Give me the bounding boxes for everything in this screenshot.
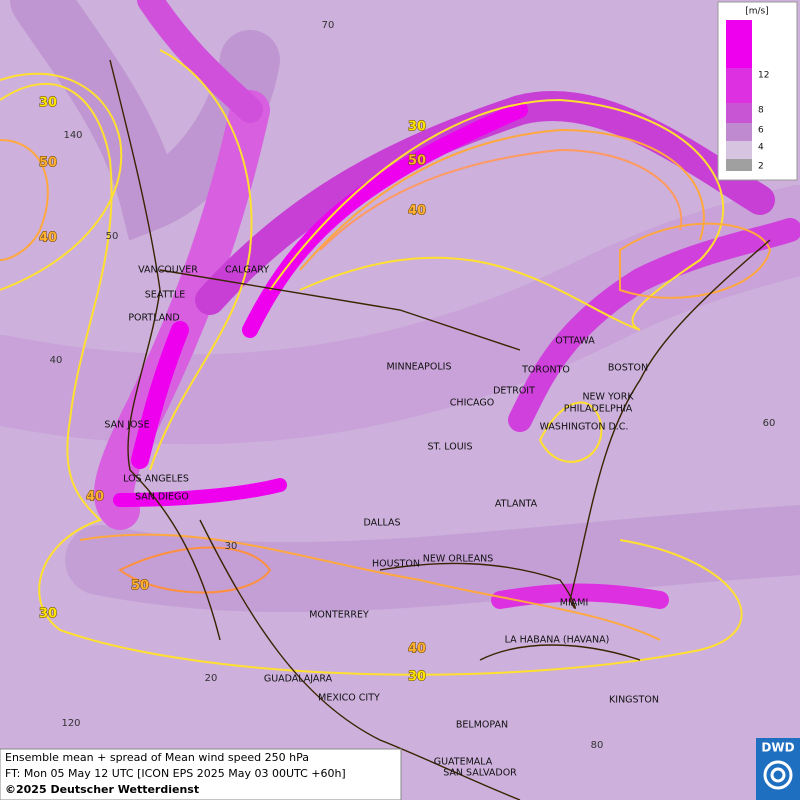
- legend-swatch: [726, 68, 752, 103]
- city-label: KINGSTON: [609, 695, 659, 706]
- legend-swatch: [726, 141, 752, 159]
- caption: Ensemble mean + spread of Mean wind spee…: [0, 748, 402, 800]
- city-label: MONTERREY: [309, 610, 369, 621]
- city-label: SAN JOSE: [104, 420, 149, 431]
- city-label: TORONTO: [521, 365, 570, 376]
- city-label: HOUSTON: [372, 559, 420, 570]
- grid-label: 50: [106, 231, 119, 242]
- legend-unit: [m/s]: [745, 7, 769, 17]
- grid-label: 20: [205, 673, 218, 684]
- city-label: PORTLAND: [128, 313, 179, 324]
- grid-label: 70: [322, 20, 335, 31]
- logo-text: DWD: [761, 741, 794, 755]
- grid-labels: 70 140 50 40 30 20 120 80 60: [50, 20, 776, 751]
- legend-label: 8: [758, 106, 764, 116]
- city-labels: VANCOUVER CALGARY SEATTLE PORTLAND MINNEAPOL…: [104, 265, 659, 779]
- city-label: DALLAS: [364, 518, 401, 529]
- caption-line: Ensemble mean + spread of Mean wind spee…: [5, 751, 309, 764]
- city-label: NEW ORLEANS: [423, 554, 494, 565]
- spread-field: [0, 0, 800, 613]
- contour-label: 50: [408, 154, 426, 169]
- grid-label: 140: [63, 130, 82, 141]
- city-label: MIAMI: [560, 598, 589, 609]
- contour-label: 40: [408, 204, 426, 219]
- city-label: LOS ANGELES: [123, 474, 189, 485]
- city-label: OTTAWA: [555, 336, 595, 347]
- city-label: SAN SALVADOR: [443, 768, 517, 779]
- legend: [m/s] 12 8 6 4 2: [717, 1, 798, 181]
- contour-label: 50: [131, 579, 149, 594]
- legend-label: 2: [758, 162, 764, 172]
- legend-swatch: [726, 159, 752, 171]
- coastlines: [109, 59, 771, 800]
- grid-label: 60: [763, 418, 776, 429]
- city-label: ATLANTA: [495, 499, 538, 510]
- logo-icon: [770, 767, 786, 783]
- isotachs: [0, 49, 772, 676]
- city-label: CALGARY: [225, 265, 269, 276]
- logo: DWD: [756, 738, 800, 800]
- city-label: PHILADELPHIA: [564, 404, 633, 415]
- legend-swatch: [726, 103, 752, 123]
- legend-swatch: [726, 123, 752, 141]
- city-label: BELMOPAN: [456, 720, 508, 731]
- contour-label: 30: [39, 607, 57, 622]
- legend-swatch: [726, 20, 752, 68]
- logo-icon: [763, 760, 793, 790]
- contour-label: 40: [408, 642, 426, 657]
- city-label: SAN DIEGO: [135, 492, 189, 503]
- city-label: MINNEAPOLIS: [386, 362, 451, 373]
- grid-label: 120: [61, 718, 80, 729]
- legend-label: 4: [758, 143, 764, 153]
- grid-label: 40: [50, 355, 63, 366]
- grid-label: 80: [591, 740, 604, 751]
- legend-label: 12: [758, 71, 769, 81]
- contour-label: 30: [408, 120, 426, 135]
- contour-label: 50: [39, 156, 57, 171]
- city-label: WASHINGTON D.C.: [540, 422, 629, 433]
- grid-label: 30: [225, 541, 238, 552]
- city-label: GUADALAJARA: [264, 674, 333, 685]
- caption-line: ©2025 Deutscher Wetterdienst: [5, 783, 199, 796]
- city-label: MEXICO CITY: [318, 693, 380, 704]
- legend-label: 6: [758, 126, 764, 136]
- city-label: VANCOUVER: [138, 265, 198, 276]
- city-label: SEATTLE: [145, 290, 186, 301]
- city-label: ST. LOUIS: [428, 442, 473, 453]
- city-label: LA HABANA (HAVANA): [505, 635, 610, 646]
- city-label: CHICAGO: [450, 398, 494, 409]
- contour-label: 30: [39, 96, 57, 111]
- contour-labels: 30 50 40 30 50 40 40 50 30 40 30: [38, 95, 426, 685]
- city-label: GUATEMALA: [434, 757, 493, 768]
- caption-line: FT: Mon 05 May 12 UTC [ICON EPS 2025 May…: [5, 767, 346, 780]
- contour-label: 40: [86, 490, 104, 505]
- caption-box: [0, 748, 402, 800]
- city-label: NEW YORK: [582, 392, 634, 403]
- city-label: DETROIT: [493, 386, 535, 397]
- contour-label: 40: [39, 231, 57, 246]
- city-label: BOSTON: [608, 363, 648, 374]
- contour-label: 30: [408, 670, 426, 685]
